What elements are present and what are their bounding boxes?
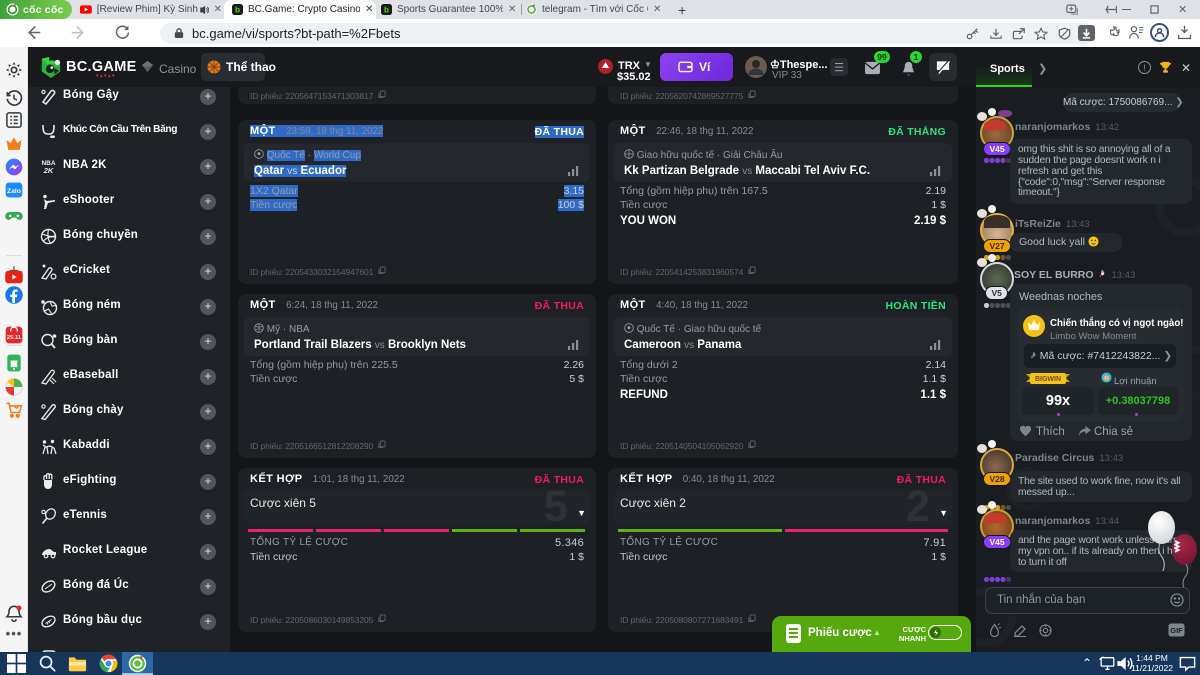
svg-text:b: b (235, 6, 240, 15)
svg-text:25.11: 25.11 (7, 335, 22, 341)
svg-text:Zalo: Zalo (7, 188, 21, 195)
svg-text:2K: 2K (43, 166, 54, 175)
svg-text:BIGWIN: BIGWIN (1035, 376, 1061, 383)
svg-text:NBA: NBA (41, 160, 55, 167)
svg-text:b: b (384, 6, 389, 15)
svg-text:GIF: GIF (1170, 626, 1183, 635)
